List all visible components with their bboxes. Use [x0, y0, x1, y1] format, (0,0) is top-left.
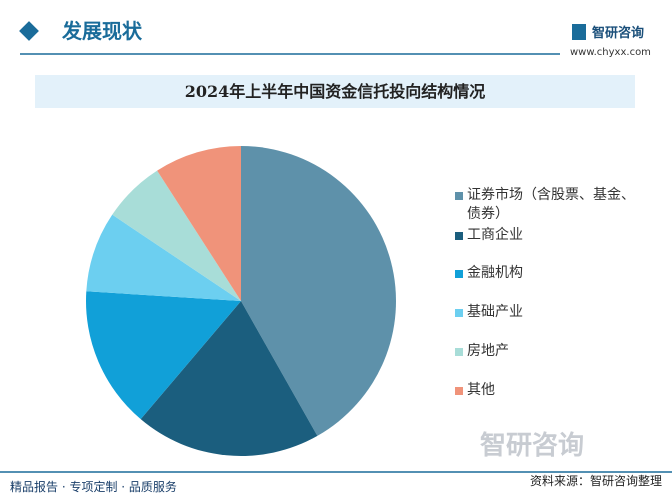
legend-swatch: [455, 232, 463, 240]
pie-slice: [112, 170, 242, 301]
legend-label: 金融机构: [467, 265, 523, 281]
legend-item: 工商企业: [455, 226, 647, 245]
legend-label: 房地产: [467, 343, 509, 359]
legend-item: 证券市场（含股票、基金、债券）: [455, 186, 647, 224]
legend-label: 其他: [467, 382, 495, 398]
header-icon: [19, 21, 39, 41]
legend-item: 金融机构: [455, 264, 647, 283]
url: www.chyxx.com: [570, 47, 651, 58]
legend-swatch: [455, 309, 463, 317]
pie-slice: [86, 291, 241, 420]
title-bar: [35, 75, 635, 108]
logo-icon: [572, 24, 586, 40]
pie-slice: [241, 146, 396, 436]
section-title: 发展现状: [61, 19, 143, 43]
brand: 智研咨询: [592, 25, 644, 41]
legend-swatch: [455, 348, 463, 356]
footer-slogan: 精品报告 · 专项定制 · 品质服务: [10, 479, 177, 494]
watermark-logo: 智研咨询: [480, 430, 584, 461]
legend-swatch: [455, 192, 463, 200]
legend-label: 工商企业: [467, 227, 523, 243]
legend-item: 房地产: [455, 342, 647, 361]
legend-label: 证券市场（含股票、基金、债券）: [467, 187, 635, 222]
legend-item: 基础产业: [455, 303, 647, 322]
chart-title: 2024年上半年中国资金信托投向结构情况: [185, 82, 486, 101]
pie-slice: [157, 146, 241, 301]
legend-item: 其他: [455, 381, 647, 400]
legend-swatch: [455, 270, 463, 278]
pie-slice: [140, 301, 318, 456]
legend-label: 基础产业: [467, 304, 523, 320]
legend-swatch: [455, 387, 463, 395]
source: 资料来源：智研咨询整理: [530, 473, 662, 488]
pie-slice: [86, 214, 242, 301]
